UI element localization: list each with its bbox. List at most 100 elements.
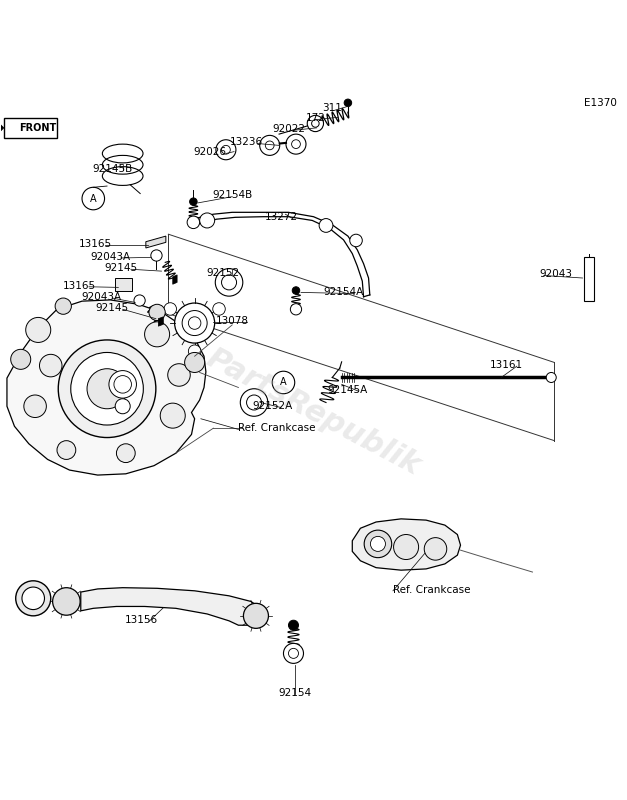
Polygon shape <box>159 317 164 326</box>
Circle shape <box>189 198 197 206</box>
Circle shape <box>182 310 207 335</box>
Circle shape <box>71 353 144 425</box>
Circle shape <box>312 120 319 127</box>
Circle shape <box>134 295 145 306</box>
Circle shape <box>82 187 105 210</box>
Text: 92154A: 92154A <box>324 287 364 298</box>
Circle shape <box>16 581 51 616</box>
Text: 92152: 92152 <box>207 268 240 278</box>
Polygon shape <box>172 275 177 284</box>
Circle shape <box>243 603 268 628</box>
Circle shape <box>246 395 261 410</box>
Text: 92022: 92022 <box>272 124 305 134</box>
Circle shape <box>283 643 303 663</box>
Text: A: A <box>90 194 97 203</box>
Text: 92152A: 92152A <box>253 402 293 411</box>
Polygon shape <box>0 115 4 140</box>
Circle shape <box>57 441 76 459</box>
Circle shape <box>288 648 298 658</box>
Circle shape <box>174 303 214 343</box>
Text: 92145A: 92145A <box>327 385 367 395</box>
Circle shape <box>319 218 333 232</box>
Circle shape <box>265 141 274 150</box>
Circle shape <box>260 135 280 155</box>
Circle shape <box>240 389 268 416</box>
Circle shape <box>40 354 62 377</box>
Text: FRONT: FRONT <box>19 123 57 133</box>
Circle shape <box>188 345 201 358</box>
Circle shape <box>272 371 295 394</box>
Bar <box>115 278 132 290</box>
Bar <box>4 118 57 138</box>
Polygon shape <box>81 588 262 626</box>
Polygon shape <box>7 300 206 475</box>
Circle shape <box>199 213 214 228</box>
Circle shape <box>394 534 419 559</box>
Polygon shape <box>146 236 166 248</box>
Circle shape <box>213 302 225 315</box>
Circle shape <box>145 322 170 347</box>
Circle shape <box>288 620 298 630</box>
Text: 92043A: 92043A <box>82 292 122 302</box>
Circle shape <box>216 140 236 160</box>
Circle shape <box>344 99 352 106</box>
Text: 92043A: 92043A <box>90 252 130 262</box>
Text: 92043: 92043 <box>540 270 572 279</box>
Text: 92145: 92145 <box>104 263 137 273</box>
Circle shape <box>117 444 135 462</box>
Circle shape <box>424 538 447 560</box>
Circle shape <box>58 340 156 438</box>
Circle shape <box>55 298 71 314</box>
Circle shape <box>371 536 386 551</box>
Circle shape <box>11 350 31 370</box>
Circle shape <box>364 530 392 558</box>
Circle shape <box>114 376 132 393</box>
Circle shape <box>109 370 137 398</box>
Text: Ref. Crankcase: Ref. Crankcase <box>238 423 316 433</box>
Circle shape <box>187 216 199 229</box>
Text: Ref. Crankcase: Ref. Crankcase <box>393 585 470 594</box>
Text: 92154: 92154 <box>278 688 311 698</box>
Circle shape <box>53 588 80 615</box>
Circle shape <box>292 286 300 294</box>
Text: 13161: 13161 <box>490 360 523 370</box>
Circle shape <box>26 318 51 342</box>
Text: 13272: 13272 <box>265 212 298 222</box>
Circle shape <box>292 140 300 149</box>
Circle shape <box>188 317 201 330</box>
Text: 13165: 13165 <box>63 281 96 290</box>
Circle shape <box>115 398 130 414</box>
Circle shape <box>168 364 190 386</box>
Text: 92145: 92145 <box>95 303 129 313</box>
Text: 13078: 13078 <box>216 315 249 326</box>
Circle shape <box>215 269 243 296</box>
Text: 13236: 13236 <box>230 138 263 147</box>
Circle shape <box>184 353 204 373</box>
Circle shape <box>22 587 45 610</box>
Circle shape <box>221 146 230 154</box>
Text: 92154B: 92154B <box>212 190 252 201</box>
Text: A: A <box>280 378 287 387</box>
Text: 172: 172 <box>305 114 325 123</box>
Bar <box>584 258 594 301</box>
Text: 92145B: 92145B <box>92 163 132 174</box>
Circle shape <box>87 369 127 409</box>
Circle shape <box>286 134 306 154</box>
Text: PartsRepublik: PartsRepublik <box>201 344 426 482</box>
Text: 13165: 13165 <box>79 238 112 249</box>
Circle shape <box>221 275 236 290</box>
Text: 13156: 13156 <box>125 615 158 626</box>
Text: E1370: E1370 <box>584 98 617 109</box>
Circle shape <box>164 302 177 315</box>
Circle shape <box>546 373 556 382</box>
Text: 311: 311 <box>322 103 342 114</box>
Polygon shape <box>352 519 460 570</box>
Circle shape <box>151 250 162 261</box>
Circle shape <box>149 304 166 321</box>
Circle shape <box>350 234 362 246</box>
Circle shape <box>161 403 185 428</box>
Circle shape <box>307 115 324 132</box>
Text: 92026: 92026 <box>194 147 227 158</box>
Circle shape <box>290 304 302 315</box>
Circle shape <box>24 395 46 418</box>
